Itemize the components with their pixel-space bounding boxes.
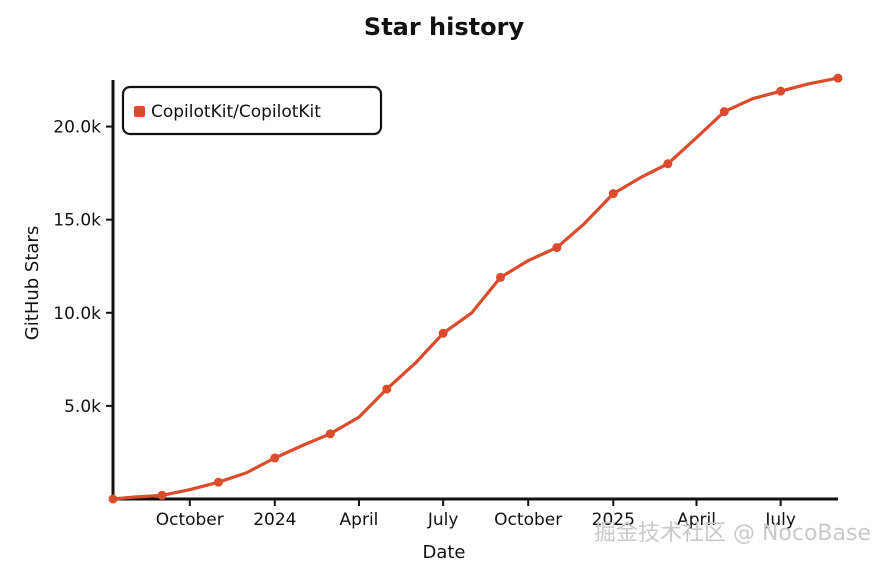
series-line: [111, 76, 840, 501]
series-point: [325, 429, 335, 439]
y-tick-label: 10.0k: [53, 304, 101, 324]
series-point: [108, 494, 118, 504]
series-point: [213, 477, 223, 487]
x-tick-label: 2024: [253, 510, 296, 530]
y-axis-ticks: 5.0k 10.0k 15.0k 20.0k: [53, 118, 113, 417]
y-tick-label: 5.0k: [64, 397, 101, 417]
watermark: 掘金技术社区 @ NocoBase: [593, 521, 871, 546]
series-point: [382, 384, 392, 394]
series-point: [495, 272, 505, 282]
y-tick-label: 20.0k: [53, 118, 101, 138]
series-point: [438, 328, 448, 338]
series-point: [663, 159, 673, 169]
series-point: [719, 107, 729, 117]
legend-swatch: [134, 106, 145, 117]
x-tick-label: October: [156, 510, 224, 530]
x-tick-label: October: [494, 510, 562, 530]
x-tick-label: July: [764, 510, 796, 530]
x-axis-label: Date: [422, 542, 465, 563]
series-point: [552, 243, 562, 253]
series-layer: [108, 73, 843, 504]
x-tick-label: 2025: [592, 510, 635, 530]
legend-entry: CopilotKit/CopilotKit: [151, 102, 321, 122]
legend-box: [121, 85, 383, 136]
x-tick-label: April: [677, 510, 716, 530]
y-tick-label: 15.0k: [53, 211, 101, 231]
series-point: [833, 73, 843, 83]
series-point: [608, 189, 618, 199]
series-point: [157, 490, 167, 500]
x-tick-label: April: [340, 510, 379, 530]
legend: CopilotKit/CopilotKit: [121, 85, 383, 136]
chart-title: Star history: [364, 13, 525, 41]
y-axis-label: GitHub Stars: [22, 226, 43, 340]
series-point: [270, 453, 280, 463]
x-tick-label: July: [427, 510, 459, 530]
series-point: [776, 86, 786, 96]
